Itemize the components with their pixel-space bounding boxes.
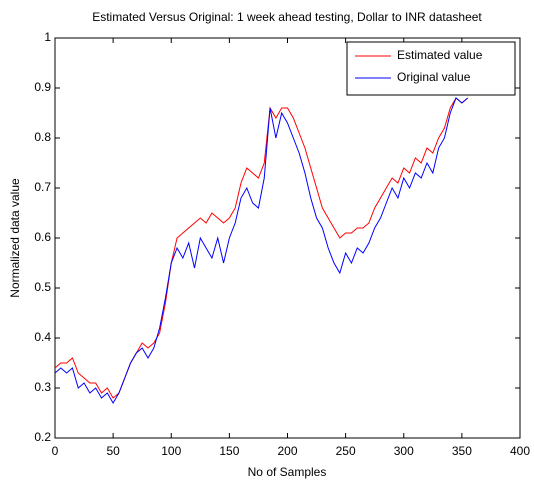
x-tick-label: 150 <box>219 444 239 458</box>
chart-title: Estimated Versus Original: 1 week ahead … <box>92 10 482 24</box>
y-tick-label: 0.6 <box>34 230 51 244</box>
y-tick-label: 0.8 <box>34 130 51 144</box>
y-tick-label: 0.5 <box>34 280 51 294</box>
x-tick-label: 350 <box>452 444 472 458</box>
y-tick-label: 0.4 <box>34 330 51 344</box>
x-tick-label: 300 <box>394 444 414 458</box>
y-tick-label: 1 <box>44 30 51 44</box>
y-tick-label: 0.7 <box>34 180 51 194</box>
series-line <box>54 97 469 399</box>
y-tick-label: 0.2 <box>34 430 51 444</box>
x-tick-label: 0 <box>52 444 59 458</box>
x-tick-label: 50 <box>106 444 120 458</box>
y-axis-label: Normalized data value <box>8 178 22 298</box>
legend-box <box>346 41 516 96</box>
x-axis-label: No of Samples <box>248 465 327 479</box>
y-tick-label: 0.3 <box>34 380 51 394</box>
x-tick-label: 400 <box>510 444 530 458</box>
x-tick-label: 100 <box>161 444 181 458</box>
y-tick-label: 0.9 <box>34 80 51 94</box>
x-tick-label: 200 <box>277 444 297 458</box>
series-line <box>54 97 469 404</box>
legend-label: Estimated value <box>397 48 483 62</box>
legend-label: Original value <box>397 70 471 84</box>
x-tick-label: 250 <box>336 444 356 458</box>
